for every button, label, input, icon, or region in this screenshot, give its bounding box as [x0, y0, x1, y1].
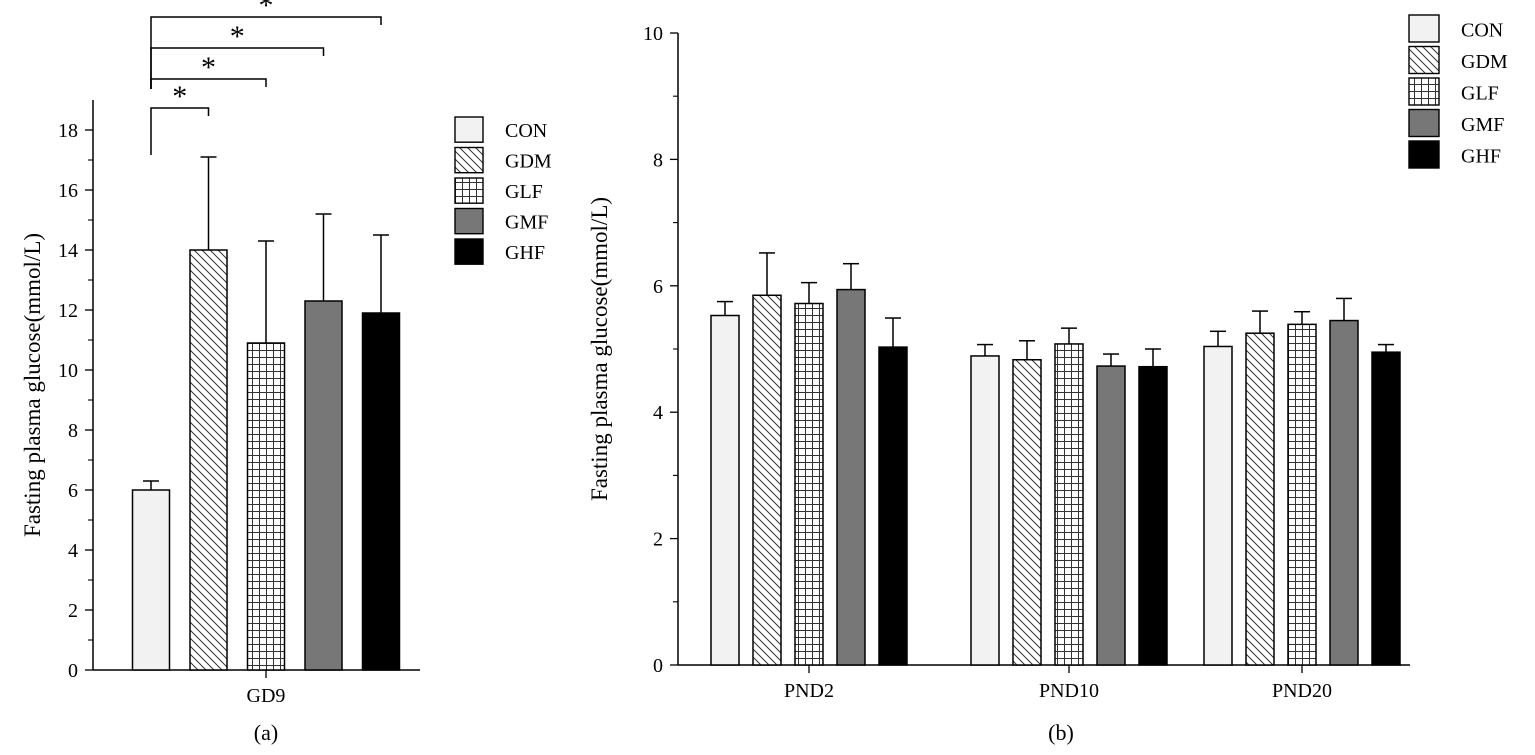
y-tick-label: 18 — [58, 120, 78, 142]
bar — [1203, 345, 1233, 666]
bar — [794, 302, 824, 666]
panel-a-chart: 0 2 4 6 8 10 12 14 16 18 Fasting plasma glucose(mm… — [20, 0, 552, 745]
legend-swatch — [454, 207, 484, 235]
legend-swatch — [1408, 140, 1440, 169]
y-tick-label: 14 — [58, 240, 78, 262]
x-category-label: GD9 — [247, 685, 286, 707]
legend-swatch — [454, 116, 484, 143]
legend-label: GMF — [505, 212, 548, 234]
bar — [1012, 358, 1042, 666]
legend-label: CON — [1461, 20, 1503, 42]
y-tick-label: 12 — [58, 300, 78, 322]
y-tick-label: 8 — [68, 420, 78, 442]
y-tick-label: 10 — [643, 23, 663, 45]
legend-label: GLF — [505, 181, 543, 203]
bar — [1054, 343, 1084, 666]
y-tick-label: 2 — [653, 529, 663, 551]
y-axis-label: Fasting plasma glucose(mmol/L) — [587, 197, 612, 501]
panel-label: (a) — [254, 720, 278, 745]
y-tick-label: 6 — [653, 276, 663, 298]
x-category-label: PND10 — [1039, 680, 1099, 702]
legend-swatch — [1408, 14, 1440, 43]
bar — [1245, 332, 1275, 666]
bar — [1096, 365, 1126, 666]
legend-swatch — [1408, 45, 1440, 75]
significance-star: * — [259, 0, 274, 22]
bar — [1138, 365, 1168, 666]
legend-swatch — [1408, 77, 1440, 106]
bar — [878, 346, 908, 666]
y-tick-label: 4 — [68, 540, 78, 562]
bar — [304, 300, 343, 671]
bar — [131, 489, 171, 671]
bar — [710, 314, 740, 666]
x-category-label: PND2 — [784, 680, 834, 702]
y-tick-label: 8 — [653, 149, 663, 171]
bar — [361, 312, 401, 671]
bar — [1287, 323, 1317, 666]
panel-label: (b) — [1048, 720, 1074, 745]
legend-label: GDM — [505, 151, 552, 173]
y-axis-label: Fasting plasma glucose(mmol/L) — [20, 233, 45, 537]
y-tick-label: 10 — [58, 360, 78, 382]
bar — [189, 249, 228, 671]
legend-label: CON — [505, 120, 547, 142]
y-tick-label: 4 — [653, 402, 663, 424]
bar — [836, 288, 866, 666]
legend-label: GMF — [1461, 114, 1504, 136]
bar — [1371, 351, 1401, 666]
legend-swatch — [454, 238, 484, 265]
legend-label: GHF — [505, 242, 545, 264]
significance-star: * — [201, 51, 216, 84]
y-tick-label: 0 — [653, 655, 663, 677]
legend-swatch — [454, 177, 484, 204]
bar — [246, 342, 286, 671]
y-tick-label: 0 — [68, 660, 78, 682]
bar — [752, 294, 782, 666]
significance-bracket — [150, 107, 210, 155]
panel-b-chart: 0 2 4 6 8 10 Fasting plasma glucose(mmol/L) PND… — [587, 14, 1508, 745]
y-tick-label: 6 — [68, 480, 78, 502]
significance-star: * — [230, 20, 245, 53]
legend-label: GHF — [1461, 146, 1501, 168]
legend-swatch — [1408, 108, 1440, 138]
significance-bracket — [150, 16, 382, 89]
y-tick-label: 16 — [58, 180, 78, 202]
y-tick-label: 2 — [68, 600, 78, 622]
bar — [970, 355, 1000, 666]
bar — [1329, 319, 1359, 666]
legend-label: GLF — [1461, 83, 1499, 105]
legend-swatch — [454, 146, 484, 174]
significance-star: * — [172, 80, 187, 113]
x-category-label: PND20 — [1272, 680, 1332, 702]
legend-label: GDM — [1461, 51, 1508, 73]
